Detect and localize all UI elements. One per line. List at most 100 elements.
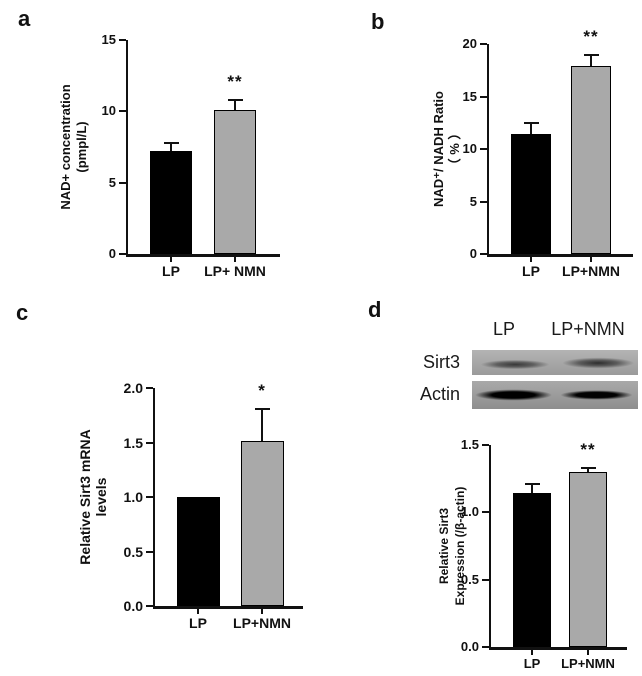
panel-label-d: d (368, 297, 382, 322)
y-axis-label: NAD+ concentration (pmpl/L) (58, 37, 90, 257)
blot-row-label-actin: Actin (419, 384, 460, 404)
y-tick-label: 0.5 (460, 571, 479, 587)
y-tick-label: 5 (108, 174, 116, 190)
western-blot-sirt3-band-image (472, 350, 638, 375)
x-tick-mark (170, 256, 172, 262)
y-tick-label: 5 (469, 193, 477, 209)
y-axis-label-line: NAD+ concentration (58, 84, 73, 210)
y-tick-mark (482, 444, 489, 446)
y-axis-label-line: Expression (/β-actin) (453, 486, 467, 606)
x-axis-category-label: LP+NMN (561, 656, 615, 671)
x-axis-line (125, 254, 280, 257)
y-axis-line (486, 44, 489, 257)
y-tick-mark (480, 200, 487, 203)
y-tick-label: 10 (462, 141, 477, 156)
y-tick-label: 0.5 (123, 543, 143, 560)
blot-row-label-sirt3: Sirt3 (422, 352, 460, 372)
y-tick-mark (119, 39, 126, 41)
y-axis-line (152, 388, 155, 609)
error-bar-whisker (590, 54, 592, 67)
x-axis-category-label: LP (523, 656, 541, 671)
y-axis-label: Relative Sirt3 mRNA levels (77, 382, 109, 612)
y-axis-label-line: Relative Sirt3 mRNA (77, 429, 93, 565)
y-tick-mark (146, 550, 153, 553)
x-axis-line (488, 647, 627, 650)
significance-stars: ** (583, 26, 599, 46)
y-axis-label-line: NAD⁺/ NADH Ratio (431, 91, 446, 207)
error-bar-cap (227, 98, 243, 101)
x-tick-mark (234, 256, 236, 262)
y-tick-label: 1.5 (123, 434, 143, 451)
y-tick-mark (482, 578, 489, 581)
y-tick-mark (146, 387, 153, 389)
error-bar-cap (580, 466, 596, 469)
y-tick-label: 2.0 (123, 380, 143, 396)
y-axis-line (488, 445, 491, 650)
y-axis-label-line: (pmpl/L) (74, 121, 89, 173)
bar (240, 441, 284, 606)
y-tick-label: 1.0 (460, 504, 479, 520)
bar (214, 109, 256, 254)
y-tick-label: 1.5 (460, 437, 479, 452)
y-tick-mark (146, 605, 153, 607)
y-tick-mark (146, 496, 153, 498)
x-tick-mark (530, 256, 532, 262)
y-axis-label: NAD⁺/ NADH Ratio （ % ） (431, 39, 463, 259)
bar (150, 151, 192, 254)
y-tick-mark (119, 253, 126, 255)
error-bar-whisker (530, 122, 532, 135)
y-tick-label: 20 (462, 36, 477, 51)
x-axis-line (152, 606, 303, 609)
error-bar-cap (254, 407, 270, 410)
bar (571, 66, 611, 254)
panel-label-c: c (16, 300, 29, 325)
y-tick-mark (146, 441, 153, 444)
x-tick-mark (261, 608, 263, 614)
error-bar-whisker (531, 484, 533, 494)
bar (511, 134, 551, 254)
x-axis-line (486, 254, 633, 257)
y-tick-label: 10 (101, 103, 116, 119)
x-axis-category-label: LP+NMN (233, 615, 291, 631)
y-tick-label: 0 (108, 246, 116, 261)
y-tick-mark (482, 511, 489, 514)
x-tick-mark (590, 256, 592, 262)
y-tick-label: 15 (462, 88, 477, 104)
x-tick-mark (531, 649, 533, 655)
x-axis-category-label: LP+ NMN (204, 263, 266, 279)
error-bar-whisker (234, 99, 236, 110)
x-tick-mark (587, 649, 589, 655)
panel-label-b: b (371, 9, 385, 34)
y-tick-mark (480, 148, 487, 150)
significance-stars: ** (580, 439, 596, 459)
y-axis-label-line: levels (93, 477, 109, 517)
error-bar-whisker (587, 467, 589, 472)
y-tick-label: 15 (101, 32, 116, 47)
blot-column-label-lp-nmn: LP+NMN (551, 319, 625, 339)
y-tick-mark (480, 95, 487, 98)
significance-stars: * (258, 380, 266, 400)
x-axis-category-label: LP (162, 263, 180, 279)
error-bar-cap (524, 483, 540, 486)
bar (176, 497, 220, 606)
error-bar-whisker (170, 143, 172, 152)
x-axis-category-label: LP (189, 615, 207, 631)
y-axis-label-line: Relative Sirt3 (437, 507, 451, 585)
y-tick-mark (119, 110, 126, 113)
y-tick-label: 1.0 (123, 489, 143, 505)
y-axis-label-line: （ % ） (447, 126, 462, 172)
x-axis-category-label: LP+NMN (562, 263, 620, 279)
y-tick-label: 0 (469, 246, 477, 261)
error-bar-whisker (261, 408, 263, 442)
y-axis-line (125, 40, 128, 257)
bar (569, 471, 607, 647)
error-bar-cap (583, 53, 599, 56)
y-tick-mark (482, 646, 489, 648)
x-tick-mark (197, 608, 199, 614)
y-tick-mark (119, 181, 126, 184)
panel-label-a: a (18, 6, 31, 31)
y-tick-label: 0.0 (460, 639, 479, 654)
bar (513, 493, 551, 647)
error-bar-cap (523, 121, 539, 124)
